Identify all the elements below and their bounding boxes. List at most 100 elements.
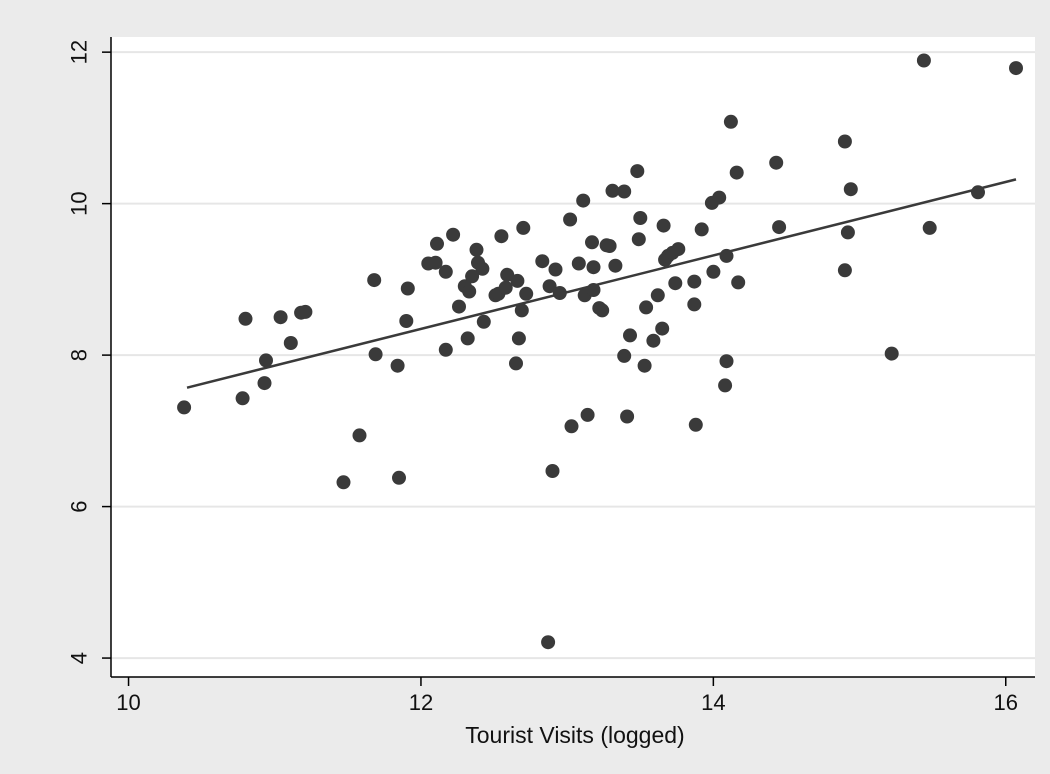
data-point-10 <box>352 428 367 443</box>
data-point-81 <box>671 242 686 257</box>
data-point-41 <box>516 220 531 235</box>
x-tick-label-10: 10 <box>116 690 140 715</box>
data-point-34 <box>494 229 509 244</box>
data-point-98 <box>837 263 852 278</box>
y-tick-label-6: 6 <box>67 500 92 512</box>
data-point-105 <box>1009 61 1023 76</box>
data-point-9 <box>336 475 351 490</box>
data-point-94 <box>731 275 746 290</box>
data-point-55 <box>585 235 599 250</box>
data-point-35 <box>498 280 513 295</box>
fit-line-layer <box>186 178 1017 389</box>
axes: 10 12 14 16 4 6 8 10 12 <box>67 37 1035 715</box>
data-point-43 <box>535 254 550 269</box>
data-point-88 <box>712 190 727 205</box>
data-point-26 <box>462 284 477 299</box>
data-point-50 <box>564 419 579 434</box>
data-point-76 <box>656 218 671 233</box>
y-tick-label-10: 10 <box>67 191 92 215</box>
data-point-11 <box>367 273 382 288</box>
data-point-16 <box>400 281 415 296</box>
x-tick-label-16: 16 <box>994 690 1018 715</box>
data-point-4 <box>259 353 273 368</box>
data-point-23 <box>452 299 466 314</box>
x-axis-title: Tourist Visits (logged) <box>465 722 684 748</box>
data-point-75 <box>655 321 670 336</box>
data-point-70 <box>633 211 648 225</box>
data-point-47 <box>548 262 563 277</box>
data-points <box>177 53 1023 650</box>
data-point-69 <box>631 232 646 247</box>
data-point-101 <box>884 346 899 361</box>
data-point-2 <box>238 311 253 326</box>
data-point-59 <box>595 303 610 318</box>
data-point-39 <box>511 331 526 346</box>
data-point-103 <box>922 220 937 235</box>
data-point-18 <box>428 255 443 270</box>
data-point-64 <box>617 348 632 363</box>
data-point-6 <box>283 336 298 350</box>
data-point-13 <box>390 358 405 373</box>
data-point-19 <box>430 236 444 251</box>
fit-line <box>186 178 1017 389</box>
data-point-12 <box>368 347 383 362</box>
data-point-56 <box>586 260 601 275</box>
data-point-49 <box>563 212 578 227</box>
x-tick-label-14: 14 <box>701 690 725 715</box>
data-point-54 <box>580 407 595 422</box>
data-point-40 <box>514 303 529 318</box>
data-point-1 <box>235 391 250 406</box>
data-point-22 <box>446 227 461 242</box>
data-point-61 <box>602 239 617 253</box>
data-point-83 <box>687 274 702 289</box>
data-point-15 <box>399 314 414 328</box>
data-point-93 <box>729 165 744 180</box>
data-point-80 <box>668 276 683 291</box>
data-point-92 <box>723 114 738 129</box>
data-point-66 <box>620 409 635 424</box>
data-point-8 <box>298 304 313 319</box>
data-point-72 <box>639 300 654 315</box>
data-point-102 <box>916 53 931 68</box>
data-point-99 <box>840 225 855 240</box>
data-point-62 <box>605 183 620 198</box>
data-point-5 <box>273 310 288 325</box>
data-point-95 <box>769 155 784 170</box>
data-point-84 <box>688 417 703 432</box>
data-point-30 <box>475 261 490 276</box>
data-point-71 <box>637 358 652 373</box>
data-point-96 <box>772 220 787 235</box>
data-point-52 <box>576 193 591 208</box>
data-point-73 <box>646 333 661 348</box>
y-tick-label-12: 12 <box>67 40 92 64</box>
y-tick-label-4: 4 <box>67 652 92 664</box>
data-point-65 <box>617 184 632 199</box>
data-point-36 <box>500 267 515 282</box>
data-point-38 <box>510 273 525 288</box>
data-point-45 <box>542 279 557 294</box>
data-point-14 <box>392 470 406 485</box>
data-point-42 <box>519 286 534 301</box>
y-tick-label-8: 8 <box>67 349 92 361</box>
data-point-87 <box>706 264 721 279</box>
data-point-63 <box>608 258 623 273</box>
data-point-68 <box>630 164 645 179</box>
data-point-3 <box>257 376 272 391</box>
data-point-85 <box>694 222 709 237</box>
data-point-51 <box>571 256 586 271</box>
data-point-20 <box>438 342 453 357</box>
data-point-28 <box>469 242 484 257</box>
data-point-21 <box>438 264 453 279</box>
data-point-74 <box>650 288 665 303</box>
data-point-44 <box>541 635 556 650</box>
data-point-27 <box>465 269 480 284</box>
data-point-90 <box>719 354 734 369</box>
data-point-0 <box>177 400 192 415</box>
x-tick-label-12: 12 <box>409 690 433 715</box>
gridlines <box>111 51 1035 660</box>
data-point-46 <box>545 464 560 478</box>
data-point-67 <box>623 328 637 343</box>
data-point-89 <box>718 378 733 393</box>
data-point-25 <box>460 331 475 346</box>
